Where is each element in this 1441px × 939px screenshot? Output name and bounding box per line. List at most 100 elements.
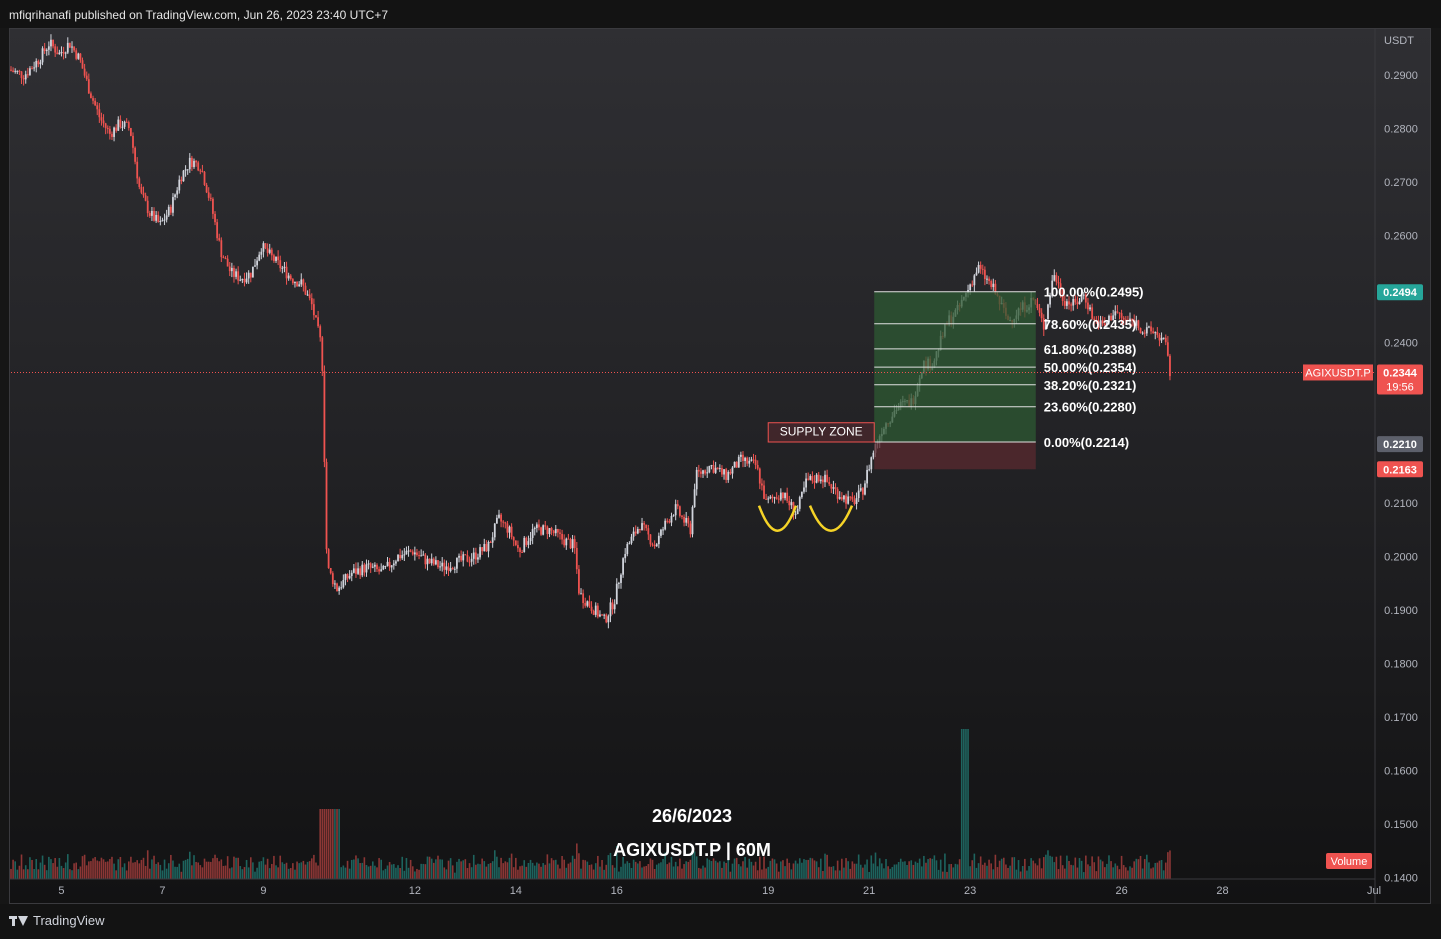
volume-bar xyxy=(302,860,305,879)
candle xyxy=(462,551,465,567)
volume-bar xyxy=(1013,857,1016,879)
candle xyxy=(1072,296,1075,311)
candle xyxy=(535,522,538,533)
candle xyxy=(702,469,704,478)
candle xyxy=(983,266,986,286)
volume-bar xyxy=(231,867,233,879)
candle-body xyxy=(815,474,818,483)
candle-body xyxy=(811,476,814,482)
candle xyxy=(1080,288,1083,303)
time-axis[interactable]: 5 7 9 12 14 16 19 21 23 26 28 Jul xyxy=(9,878,1381,897)
volume-bar xyxy=(628,862,631,879)
volume-bar xyxy=(369,865,372,879)
volume-bar xyxy=(767,866,770,879)
candle xyxy=(266,243,269,257)
volume-bar xyxy=(780,861,782,879)
candle-body xyxy=(43,48,46,52)
candle xyxy=(691,505,694,538)
candle-body xyxy=(733,461,736,468)
tradingview-logo[interactable]: TradingView xyxy=(9,913,105,928)
volume-bar xyxy=(552,860,555,879)
volume-bar xyxy=(832,866,835,879)
candle xyxy=(466,550,469,563)
candle-body xyxy=(481,547,484,552)
candle xyxy=(222,255,225,259)
volume-bar xyxy=(975,867,978,879)
candle-body xyxy=(390,565,393,568)
candle-body xyxy=(1135,320,1138,326)
candle xyxy=(226,255,229,267)
supply-zone[interactable]: SUPPLY ZONE xyxy=(767,422,875,443)
volume-bar xyxy=(620,866,622,879)
candle-body xyxy=(165,215,168,220)
volume-bar xyxy=(561,855,563,879)
volume-bar xyxy=(182,860,185,879)
volume-bar xyxy=(195,861,197,879)
candle-body xyxy=(533,527,536,530)
candle-body xyxy=(535,524,538,528)
candle xyxy=(649,534,652,547)
candle-body xyxy=(628,543,631,545)
candle xyxy=(1055,272,1058,286)
candle xyxy=(254,258,256,267)
candle xyxy=(287,272,290,281)
candle-body xyxy=(1040,312,1043,319)
candle xyxy=(767,496,770,504)
price-axis[interactable]: USDT0.29000.28000.27000.26000.24000.2100… xyxy=(1326,28,1423,904)
candle xyxy=(434,556,437,566)
current-price-value: 0.2344 xyxy=(1383,367,1418,379)
volume-bar xyxy=(1017,860,1020,879)
candle-body xyxy=(697,469,700,472)
candle xyxy=(775,492,778,500)
candle-body xyxy=(485,543,488,552)
candle-body xyxy=(184,169,187,171)
candle xyxy=(651,542,654,547)
candle-body xyxy=(405,550,408,555)
candle xyxy=(243,272,246,287)
candle-body xyxy=(77,53,80,59)
candle-body xyxy=(495,517,498,524)
volume-bar xyxy=(737,864,740,879)
candle xyxy=(771,494,774,503)
price-chart[interactable]: 100.00%(0.2495)78.60%(0.2435)61.80%(0.23… xyxy=(9,28,1431,904)
candle-body xyxy=(1145,327,1148,334)
volume-bar xyxy=(740,866,742,879)
volume-bar xyxy=(870,855,873,879)
volume-bar xyxy=(466,868,469,879)
candle xyxy=(798,495,801,512)
candle xyxy=(1105,320,1108,328)
volume-bar xyxy=(1110,861,1112,879)
price-tick-label: 0.2600 xyxy=(1384,231,1418,243)
candle-body xyxy=(523,537,526,553)
candle-body xyxy=(586,601,589,606)
candle-body xyxy=(1139,327,1142,334)
fibonacci-retracement[interactable]: 100.00%(0.2495)78.60%(0.2435)61.80%(0.23… xyxy=(874,285,1144,450)
candle-body xyxy=(321,337,324,371)
candle xyxy=(1133,314,1136,330)
candle xyxy=(1131,318,1134,327)
candle-body xyxy=(270,249,273,256)
candle xyxy=(71,41,73,53)
time-tick-label: 12 xyxy=(409,885,421,897)
candle xyxy=(697,464,700,478)
candle xyxy=(73,46,76,53)
volume-bar xyxy=(1019,871,1022,879)
volume-bar xyxy=(1061,865,1064,879)
candle-body xyxy=(323,370,326,462)
candle xyxy=(214,211,216,226)
candle xyxy=(188,153,191,173)
candle xyxy=(119,115,122,129)
volume-bar xyxy=(142,857,145,879)
volume-bar xyxy=(18,865,21,879)
volume-bar xyxy=(247,867,250,879)
candle-body xyxy=(565,538,568,546)
candle xyxy=(20,71,23,85)
candle xyxy=(866,465,868,488)
volume-bar xyxy=(592,869,595,879)
candle-body xyxy=(988,278,990,282)
candle-body xyxy=(1166,342,1169,356)
current-price-line: AGIXUSDT.P xyxy=(11,364,1374,381)
candle xyxy=(1166,336,1169,357)
volume-bar xyxy=(321,809,324,879)
candle-body xyxy=(174,194,176,198)
